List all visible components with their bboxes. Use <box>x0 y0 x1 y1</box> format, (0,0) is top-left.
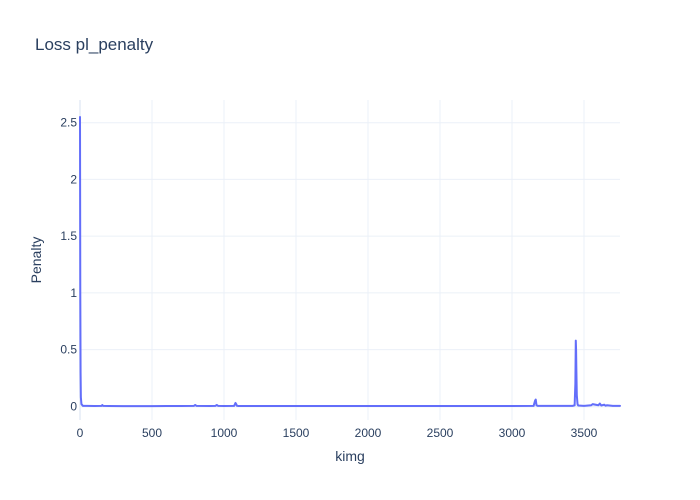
x-tick-label: 2500 <box>427 426 454 440</box>
x-tick-label: 0 <box>77 426 84 440</box>
tick-layer: 0 500 1000 1500 2000 2500 3000 3500 0 0.5 1 1.5 2 2.5 <box>60 116 597 440</box>
x-tick-label: 3000 <box>499 426 526 440</box>
chart-title: Loss pl_penalty <box>35 35 154 54</box>
y-tick-label: 2.5 <box>60 116 77 130</box>
y-tick-label: 0.5 <box>60 343 77 357</box>
y-tick-label: 1 <box>70 286 77 300</box>
x-tick-label: 500 <box>142 426 162 440</box>
y-tick-label: 2 <box>70 172 77 186</box>
x-tick-label: 1500 <box>283 426 310 440</box>
y-tick-label: 1.5 <box>60 229 77 243</box>
series-line <box>79 116 621 408</box>
y-tick-label: 0 <box>70 399 77 413</box>
x-tick-label: 1000 <box>211 426 238 440</box>
x-axis-title: kimg <box>335 448 365 464</box>
series-layer <box>79 116 621 408</box>
x-tick-label: 3500 <box>571 426 598 440</box>
y-axis-title: Penalty <box>28 237 44 284</box>
x-tick-label: 2000 <box>355 426 382 440</box>
